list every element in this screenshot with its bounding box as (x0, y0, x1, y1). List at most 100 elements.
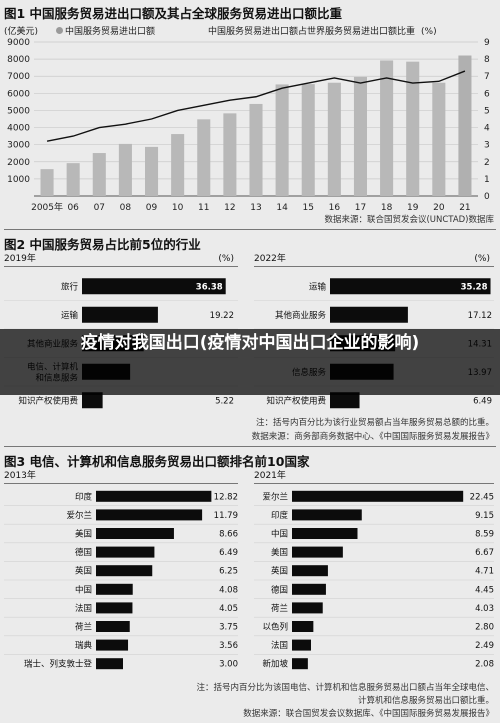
bar (223, 113, 237, 196)
fig1-source: 数据来源：联合国贸发会议(UNCTAD)数据库 (324, 215, 494, 225)
legend-bar-icon (56, 27, 63, 34)
fig3-note-cont: 计算机和信息服务贸易出口额比重。 (357, 696, 494, 706)
bar (96, 621, 130, 632)
category-label: 德国 (75, 547, 92, 558)
fig3-left-year: 2013年 (4, 471, 36, 481)
bar (171, 134, 185, 196)
bar (40, 169, 54, 196)
bar (406, 61, 420, 196)
category-label: 爱尔兰 (66, 510, 92, 521)
x-tick-label: 21 (459, 203, 470, 213)
y-tick-label: 1000 (7, 175, 30, 185)
x-tick-label: 07 (94, 203, 105, 213)
fig2-left-unit: (%) (218, 254, 234, 264)
y2-tick-label: 0 (484, 192, 490, 202)
value-label: 35.28 (461, 282, 488, 292)
bar (327, 82, 341, 196)
category-label: 英国 (271, 566, 288, 577)
category-label: 瑞典 (75, 640, 93, 651)
category-label: 荷兰 (75, 622, 92, 633)
bar (118, 143, 132, 196)
value-label: 6.49 (473, 396, 492, 406)
fig1-legend-bar-label: 中国服务贸易进出口额 (65, 27, 156, 37)
y-tick-label: 4000 (7, 124, 30, 134)
bar (292, 509, 362, 521)
category-label: 新加坡 (262, 659, 288, 670)
bar (275, 84, 289, 196)
category-label: 法国 (75, 603, 92, 614)
x-tick-label: 06 (67, 203, 79, 213)
bar (353, 76, 367, 196)
value-label: 2.49 (475, 641, 494, 651)
y2-tick-label: 9 (484, 38, 490, 48)
bar (301, 84, 315, 196)
category-label: 中国 (271, 529, 288, 540)
y2-tick-label: 8 (484, 55, 490, 65)
fig2-right-year: 2022年 (254, 254, 286, 264)
fig3-title: 图3 电信、计算机和信息服务贸易出口额排名前10国家 (4, 454, 310, 469)
category-label: 美国 (271, 547, 288, 558)
bar (292, 546, 343, 558)
y2-tick-label: 3 (484, 141, 490, 151)
x-tick-label: 08 (120, 203, 132, 213)
category-label: 其他商业服务 (275, 310, 327, 321)
bar (197, 119, 211, 196)
value-label: 8.59 (475, 530, 494, 540)
category-label: 以色列 (262, 622, 288, 633)
bar (380, 60, 394, 197)
value-label: 4.71 (475, 567, 494, 577)
category-label: 中国 (75, 584, 92, 595)
category-label: 瑞士、列支敦士登 (24, 659, 93, 670)
bar (292, 490, 464, 502)
title-overlay-band (0, 329, 500, 395)
category-label: 印度 (75, 491, 93, 502)
fig1-chart: 1000200030004000500060007000800090000123… (7, 38, 490, 213)
bar (292, 565, 328, 577)
value-label: 4.05 (219, 604, 238, 614)
value-label: 19.22 (210, 311, 234, 321)
value-label: 6.49 (219, 548, 238, 558)
category-label: 运输 (61, 310, 79, 321)
fig1-legend-line-label: 中国服务贸易进出口额占世界服务贸易进出口额比重 (208, 27, 416, 37)
bar (66, 163, 80, 196)
x-tick-label: 16 (329, 203, 341, 213)
bar (96, 639, 129, 651)
category-label: 美国 (75, 529, 92, 540)
fig1-y2-unit: (%) (421, 27, 437, 37)
share-line (46, 70, 466, 142)
fig1-legend-line: 中国服务贸易进出口额占世界服务贸易进出口额比重 (%) (208, 24, 437, 37)
value-label: 5.22 (215, 396, 234, 406)
bar (96, 546, 155, 558)
bar (82, 392, 103, 409)
x-tick-label: 12 (224, 203, 235, 213)
bar (96, 583, 133, 595)
bar (292, 583, 326, 595)
y-tick-label: 7000 (7, 72, 30, 82)
fig1-y-unit: (亿美元) (4, 27, 39, 37)
overlay-title: 疫情对我国出口(疫情对中国出口企业的影响) (80, 333, 420, 353)
x-tick-label: 19 (407, 203, 419, 213)
bar (292, 602, 323, 614)
fig3-source: 数据来源：联合国贸发会议数据库、《中国国际服务贸易发展报告》 (243, 709, 494, 719)
value-label: 17.12 (468, 311, 492, 321)
bar (330, 278, 491, 295)
x-tick-label: 10 (172, 203, 184, 213)
bar (292, 528, 358, 539)
y2-tick-label: 1 (484, 175, 490, 185)
value-label: 22.45 (470, 492, 494, 502)
value-label: 3.00 (219, 660, 238, 670)
value-label: 36.38 (196, 282, 223, 292)
value-label: 11.79 (214, 511, 238, 521)
fig2-title: 图2 中国服务贸易占比前5位的行业 (4, 237, 201, 252)
bar (249, 103, 263, 196)
fig2-right-head: 2022年 (%) (254, 252, 494, 267)
value-label: 4.45 (475, 585, 494, 595)
x-tick-label: 15 (303, 203, 314, 213)
fig1-legend-bar: 中国服务贸易进出口额 (56, 24, 155, 37)
x-tick-label: 17 (355, 203, 366, 213)
bar (96, 490, 212, 502)
y-tick-label: 5000 (7, 106, 30, 116)
y-tick-label: 3000 (7, 141, 30, 151)
value-label: 4.08 (219, 585, 238, 595)
value-label: 2.80 (475, 623, 494, 633)
